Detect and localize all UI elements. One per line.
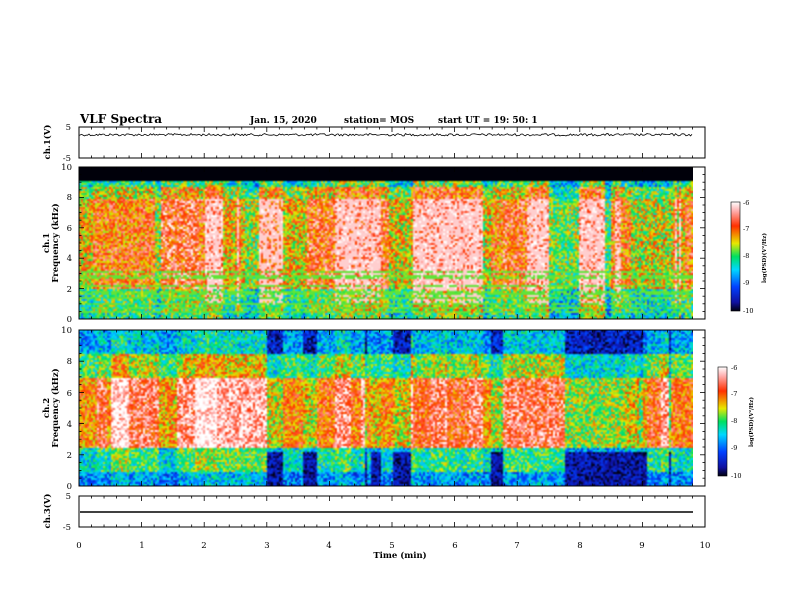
x-axis-label: Time (min) [373, 550, 426, 561]
ch2-ytick-4: 4 [67, 420, 72, 430]
cb2-tick-9: -9 [731, 444, 737, 452]
colorbar-ch2: -6 -7 -8 -9 -10 log(PSD)(V²/Hz) [717, 364, 755, 480]
xtick-6: 6 [452, 541, 457, 551]
ch2-ytick-6: 6 [67, 389, 72, 399]
ch2-ytick-8: 8 [67, 357, 72, 367]
ch1-ytick-2: 2 [67, 285, 72, 295]
cb1-tick-10: -10 [743, 307, 753, 315]
ch1-spec-ylabel-ch: ch.1 [42, 233, 52, 253]
ch2-spec-yticks: 0 2 4 6 8 10 [61, 326, 72, 492]
ch3-ylabel: ch.3(V) [42, 494, 53, 529]
colorbar-ch1: -6 -7 -8 -9 -10 log(PSD)(V²/Hz) [730, 199, 768, 315]
colorbar-ch1-scale [730, 201, 741, 312]
xtick-0: 0 [76, 541, 81, 551]
colorbar-ch2-scale [717, 366, 728, 477]
date-label: Jan. 15, 2020 [249, 116, 317, 126]
ch2-ytick-2: 2 [67, 451, 72, 461]
colorbar-ch1-label: log(PSD)(V²/Hz) [761, 233, 768, 283]
cb2-tick-7: -7 [731, 390, 737, 398]
ch2-spec-ylabel-freq: Frequency (kHz) [50, 368, 61, 447]
xtick-10: 10 [700, 541, 711, 551]
ch1-spec-yticks: 0 2 4 6 8 10 [61, 163, 72, 325]
ch1-spectrogram-heatmap [79, 167, 693, 319]
ch2-ytick-0: 0 [67, 482, 72, 492]
ch1-ytick-0: 0 [67, 315, 72, 325]
cb1-tick-9: -9 [743, 279, 749, 287]
cb1-tick-8: -8 [743, 252, 749, 260]
ch1-spec-ylabel-freq: Frequency (kHz) [50, 203, 61, 282]
ch1-ytick-6: 6 [67, 224, 72, 234]
station-label: station= MOS [344, 116, 414, 126]
ch1-trace [79, 133, 693, 137]
ch1-spectrogram-panel: 0 2 4 6 8 10 ch.1 Frequency (kHz) [42, 163, 706, 325]
ch3-ytick-bottom: -5 [63, 523, 71, 533]
cb1-tick-6: -6 [743, 199, 749, 207]
xtick-4: 4 [326, 541, 331, 551]
ch3-waveform-panel: 5 -5 ch.3(V) [42, 492, 706, 533]
x-axis: 0 1 2 3 4 5 6 7 8 9 10 Time (min) [76, 541, 710, 561]
ch2-spec-ylabel-ch: ch.2 [42, 398, 52, 418]
colorbar-ch2-label: log(PSD)(V²/Hz) [748, 397, 755, 447]
axis-tick-marks [78, 127, 706, 527]
xtick-8: 8 [577, 541, 582, 551]
xtick-1: 1 [139, 541, 144, 551]
xtick-2: 2 [201, 541, 206, 551]
ch1-waveform-panel: 5 -5 ch.1(V) [42, 123, 706, 164]
cb1-tick-7: -7 [743, 225, 749, 233]
cb2-tick-10: -10 [731, 472, 741, 480]
ch1-ytick-4: 4 [67, 254, 72, 264]
ch1-ytick-8: 8 [67, 193, 72, 203]
ch1-ylabel: ch.1(V) [42, 125, 53, 160]
xtick-3: 3 [264, 541, 269, 551]
cb2-tick-6: -6 [731, 364, 737, 372]
ch2-ytick-10: 10 [61, 326, 72, 336]
ch1-frame [78, 126, 706, 159]
ch1-ytick-top: 5 [66, 123, 71, 133]
ch1-ytick-bottom: -5 [63, 154, 71, 164]
start-time-label: start UT = 19: 50: 1 [438, 116, 538, 126]
ch3-ytick-top: 5 [66, 492, 71, 502]
ch2-spectrogram-panel: 0 2 4 6 8 10 ch.2 Frequency (kHz) [42, 326, 706, 492]
cb2-tick-8: -8 [731, 417, 737, 425]
ch2-spectrogram-heatmap [79, 330, 693, 486]
figure-title: VLF Spectra [79, 112, 162, 126]
xtick-5: 5 [389, 541, 394, 551]
ch1-ytick-10: 10 [61, 163, 72, 173]
xtick-9: 9 [639, 541, 644, 551]
xtick-7: 7 [514, 541, 519, 551]
